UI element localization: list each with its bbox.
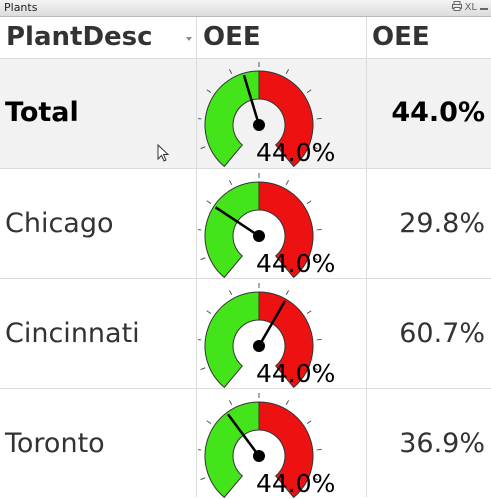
gauge-tick bbox=[198, 118, 202, 120]
oee-value: 60.7% bbox=[399, 318, 485, 349]
gauge-tick bbox=[198, 229, 202, 231]
print-icon[interactable] bbox=[451, 1, 462, 14]
column-divider bbox=[196, 17, 197, 497]
gauge-green-band bbox=[204, 181, 260, 279]
gauge-tick bbox=[200, 257, 206, 261]
plants-table: PlantDesc OEE OEE Total 44.0% 44.0% Chic… bbox=[0, 17, 491, 499]
column-header-oee-gauge[interactable]: OEE bbox=[203, 22, 261, 52]
row-divider bbox=[0, 58, 491, 59]
table-row[interactable]: Cincinnati 44.0% 60.7% bbox=[0, 279, 491, 389]
gauge-tick bbox=[198, 449, 202, 451]
gauge-tick bbox=[285, 180, 290, 186]
row-divider bbox=[0, 388, 491, 389]
row-label: Total bbox=[5, 97, 79, 128]
gauge-red-band bbox=[258, 401, 314, 499]
gauge-green-band bbox=[204, 401, 260, 499]
gauge-tick bbox=[228, 400, 233, 406]
oee-value: 29.8% bbox=[399, 208, 485, 239]
gauge-tick bbox=[312, 257, 318, 261]
gauge-tick bbox=[306, 200, 312, 204]
gauge-red-band bbox=[258, 70, 314, 168]
gauge-tick bbox=[312, 146, 318, 150]
oee-gauge: 44.0% bbox=[198, 171, 364, 279]
table-row[interactable]: Toronto 44.0% 36.9% bbox=[0, 389, 491, 499]
gauge-green-band bbox=[204, 291, 260, 389]
gauge-needle bbox=[214, 206, 260, 238]
gauge-red-band bbox=[258, 291, 314, 389]
oee-value: 36.9% bbox=[399, 428, 485, 459]
gauge-tick bbox=[306, 420, 312, 424]
gauge-tick bbox=[200, 146, 206, 150]
gauge-text: 44.0% bbox=[256, 138, 336, 167]
oee-gauge: 44.0% bbox=[198, 391, 364, 499]
table-row-total[interactable]: Total 44.0% 44.0% bbox=[0, 58, 491, 168]
column-divider bbox=[366, 17, 367, 497]
gauge-tick bbox=[198, 339, 202, 341]
row-label: Chicago bbox=[5, 208, 114, 239]
gauge-hub bbox=[253, 119, 265, 131]
gauge-tick bbox=[316, 117, 322, 120]
gauge-tick bbox=[306, 310, 312, 314]
gauge-tick bbox=[200, 477, 206, 481]
gauge-tick bbox=[228, 69, 233, 75]
gauge-tick bbox=[200, 367, 206, 371]
gauge-green-band bbox=[204, 70, 260, 168]
gauge-tick bbox=[312, 477, 318, 481]
window-titlebar[interactable]: Plants XL bbox=[0, 0, 491, 17]
window-title: Plants bbox=[4, 1, 38, 14]
gauge-needle bbox=[257, 300, 287, 347]
row-label: Cincinnati bbox=[5, 318, 140, 349]
gauge-tick bbox=[312, 367, 318, 371]
gauge-tick bbox=[285, 69, 290, 75]
table-row[interactable]: Chicago 44.0% 29.8% bbox=[0, 169, 491, 279]
oee-value: 44.0% bbox=[391, 97, 485, 128]
gauge-hub bbox=[253, 340, 265, 352]
gauge-tick bbox=[228, 180, 233, 186]
gauge-text: 44.0% bbox=[256, 359, 336, 388]
gauge-tick bbox=[285, 290, 290, 296]
row-divider bbox=[0, 168, 491, 169]
gauge-tick bbox=[206, 420, 212, 424]
gauge-tick bbox=[206, 89, 212, 93]
gauge-hub bbox=[253, 230, 265, 242]
row-label: Toronto bbox=[5, 428, 105, 459]
gauge-text: 44.0% bbox=[256, 249, 336, 278]
oee-gauge: 44.0% bbox=[198, 281, 364, 389]
xl-button[interactable]: XL bbox=[464, 2, 477, 13]
gauge-tick bbox=[316, 448, 322, 451]
gauge-tick bbox=[316, 228, 322, 231]
column-header-oee-value[interactable]: OEE bbox=[372, 22, 430, 52]
gauge-tick bbox=[285, 400, 290, 406]
gauge-text: 44.0% bbox=[256, 469, 336, 498]
gauge-tick bbox=[228, 290, 233, 296]
minimize-icon[interactable] bbox=[480, 1, 488, 14]
row-divider bbox=[0, 278, 491, 279]
oee-gauge: 44.0% bbox=[198, 60, 364, 168]
sort-indicator-icon bbox=[186, 37, 192, 41]
gauge-red-band bbox=[258, 181, 314, 279]
window-controls: XL bbox=[451, 1, 488, 14]
gauge-tick bbox=[206, 310, 212, 314]
mouse-cursor-icon bbox=[157, 144, 170, 162]
gauge-hub bbox=[253, 450, 265, 462]
gauge-needle bbox=[226, 413, 261, 457]
gauge-needle bbox=[242, 74, 261, 126]
column-header-plantdesc[interactable]: PlantDesc bbox=[6, 22, 153, 52]
gauge-tick bbox=[306, 89, 312, 93]
gauge-tick bbox=[206, 200, 212, 204]
gauge-tick bbox=[316, 338, 322, 341]
